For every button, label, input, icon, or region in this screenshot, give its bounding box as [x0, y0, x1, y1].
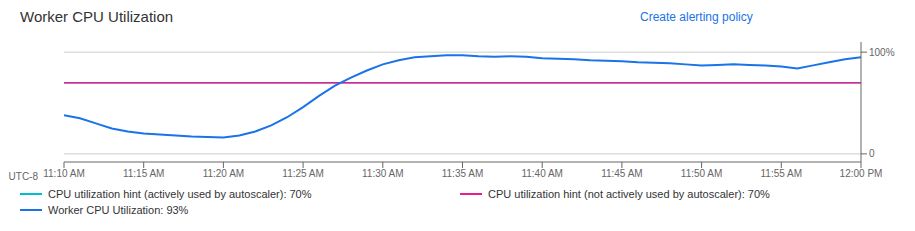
svg-text:11:35 AM: 11:35 AM	[442, 168, 484, 179]
html-text:CPU utilization hint (not acti: CPU utilization hint (not actively used …	[488, 188, 770, 200]
html-text:Create alerting policy: Create alerting policy	[640, 10, 753, 24]
svg-text:11:25 AM: 11:25 AM	[282, 168, 324, 179]
svg-text:11:30 AM: 11:30 AM	[362, 168, 404, 179]
svg-text:11:15 AM: 11:15 AM	[123, 168, 165, 179]
html-text:Worker CPU Utilization: 93%: Worker CPU Utilization: 93%	[48, 204, 189, 216]
svg-text:11:55 AM: 11:55 AM	[761, 168, 803, 179]
svg-text:11:10 AM: 11:10 AM	[43, 168, 85, 179]
svg-text:12:00 PM: 12:00 PM	[840, 168, 883, 179]
html-text:CPU utilization hint (actively: CPU utilization hint (actively used by a…	[48, 188, 312, 200]
svg-text:11:50 AM: 11:50 AM	[681, 168, 723, 179]
html-text:Worker CPU Utilization: Worker CPU Utilization	[20, 8, 174, 25]
svg-text:0: 0	[869, 148, 875, 159]
svg-text:11:40 AM: 11:40 AM	[521, 168, 563, 179]
html-text:UTC-8: UTC-8	[8, 171, 38, 182]
svg-text:11:20 AM: 11:20 AM	[203, 168, 245, 179]
svg-text:11:45 AM: 11:45 AM	[601, 168, 643, 179]
svg-text:100%: 100%	[869, 47, 895, 58]
